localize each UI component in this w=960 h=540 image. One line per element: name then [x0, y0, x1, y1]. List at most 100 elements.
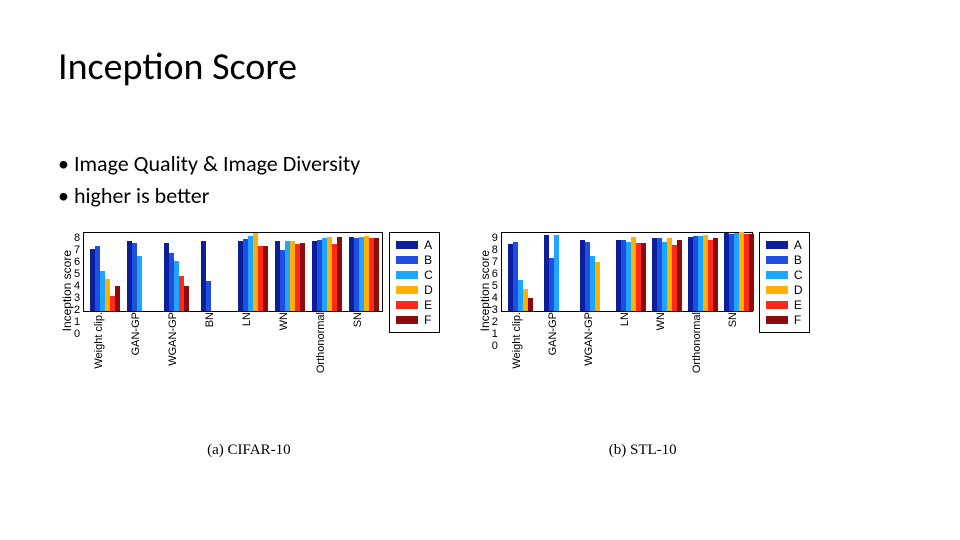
- bar-group: [724, 232, 754, 311]
- y-tick-label: 5: [492, 280, 498, 292]
- x-tick-label: GAN-GP: [547, 312, 559, 358]
- bar: [749, 234, 754, 311]
- legend-item: A: [396, 238, 433, 252]
- bar: [263, 246, 268, 311]
- legend-swatch: [766, 286, 788, 294]
- y-axis-label: Inception score: [58, 250, 74, 341]
- legend-swatch: [396, 316, 418, 324]
- y-tick-label: 7: [492, 256, 498, 268]
- legend-item: C: [766, 268, 803, 282]
- legend-item: E: [766, 298, 803, 312]
- bar: [595, 262, 600, 311]
- legend-swatch: [396, 301, 418, 309]
- legend-item: E: [396, 298, 433, 312]
- bullet-item: Image Quality & Image Diversity: [58, 148, 360, 180]
- legend-swatch: [396, 271, 418, 279]
- y-tick-label: 6: [74, 256, 80, 268]
- y-tick-label: 3: [74, 292, 80, 304]
- bar-group: [652, 238, 682, 311]
- bar-group: [127, 241, 142, 311]
- bar-group: [201, 241, 211, 311]
- bar-group: [544, 235, 559, 311]
- y-tick-label: 8: [492, 244, 498, 256]
- legend-label: A: [424, 238, 432, 252]
- y-tick-label: 0: [492, 340, 498, 352]
- x-ticks: Weight clip.GAN-GPWGAN-GPLNWNOrthonormal…: [501, 312, 753, 374]
- legend-label: E: [424, 298, 432, 312]
- legend-label: D: [424, 283, 433, 297]
- x-tick-label: Orthonormal: [315, 312, 327, 376]
- bar: [554, 235, 559, 311]
- legend-item: D: [766, 283, 803, 297]
- chart-legend: ABCDEF: [389, 232, 440, 333]
- bar-group: [312, 237, 342, 311]
- bar-group: [349, 236, 379, 311]
- y-tick-label: 4: [74, 280, 80, 292]
- bar: [713, 238, 718, 311]
- legend-item: D: [396, 283, 433, 297]
- legend-label: F: [424, 313, 431, 327]
- chart-stl10: Inception score 9876543210 Weight clip.G…: [476, 232, 810, 459]
- legend-label: A: [794, 238, 802, 252]
- legend-swatch: [766, 271, 788, 279]
- legend-label: D: [794, 283, 803, 297]
- bar: [137, 256, 142, 311]
- legend-swatch: [766, 301, 788, 309]
- legend-label: C: [424, 268, 433, 282]
- y-tick-label: 6: [492, 268, 498, 280]
- y-tick-label: 9: [492, 232, 498, 244]
- bar: [677, 240, 682, 311]
- chart-plot-area: [501, 232, 753, 312]
- legend-item: B: [396, 253, 433, 267]
- legend-label: E: [794, 298, 802, 312]
- legend-swatch: [766, 316, 788, 324]
- x-tick-label: WGAN-GP: [583, 312, 595, 369]
- bar-group: [580, 240, 600, 311]
- legend-item: C: [396, 268, 433, 282]
- bar: [641, 243, 646, 311]
- bar-group: [275, 241, 305, 311]
- y-tick-label: 8: [74, 232, 80, 244]
- y-tick-label: 4: [492, 292, 498, 304]
- bar-group: [90, 246, 120, 311]
- legend-swatch: [396, 256, 418, 264]
- legend-label: F: [794, 313, 801, 327]
- x-ticks: Weight clip.GAN-GPWGAN-GPBNLNWNOrthonorm…: [83, 312, 383, 374]
- x-tick-label: WGAN-GP: [167, 312, 179, 369]
- x-tick-label: LN: [619, 312, 631, 329]
- chart-caption: (b) STL-10: [609, 442, 677, 459]
- x-tick-label: Weight clip.: [93, 312, 105, 372]
- bar: [337, 237, 342, 311]
- y-tick-label: 5: [74, 268, 80, 280]
- x-tick-label: BN: [204, 312, 216, 330]
- y-tick-label: 3: [492, 304, 498, 316]
- chart-plot-area: [83, 232, 383, 312]
- legend-item: F: [396, 313, 433, 327]
- bar-group: [616, 237, 646, 311]
- x-tick-label: SN: [727, 312, 739, 330]
- x-tick-label: SN: [352, 312, 364, 330]
- bar: [206, 281, 211, 311]
- legend-swatch: [766, 241, 788, 249]
- bar-group: [238, 233, 268, 311]
- x-tick-label: LN: [241, 312, 253, 329]
- charts-row: Inception score 876543210 Weight clip.GA…: [58, 232, 810, 459]
- legend-swatch: [766, 256, 788, 264]
- bullet-item: higher is better: [58, 180, 360, 212]
- y-tick-label: 0: [74, 328, 80, 340]
- x-tick-label: Weight clip.: [511, 312, 523, 372]
- legend-swatch: [396, 286, 418, 294]
- x-tick-label: GAN-GP: [130, 312, 142, 358]
- x-tick-label: WN: [655, 312, 667, 333]
- y-tick-label: 2: [74, 304, 80, 316]
- bar-group: [688, 235, 718, 311]
- bullet-list: Image Quality & Image Diversity higher i…: [58, 148, 360, 212]
- y-ticks: 9876543210: [492, 232, 501, 312]
- bar: [115, 286, 120, 311]
- bar: [300, 243, 305, 311]
- bar-group: [508, 242, 533, 311]
- legend-item: F: [766, 313, 803, 327]
- legend-label: B: [794, 253, 802, 267]
- chart-caption: (a) CIFAR-10: [207, 442, 290, 459]
- bar: [184, 286, 189, 311]
